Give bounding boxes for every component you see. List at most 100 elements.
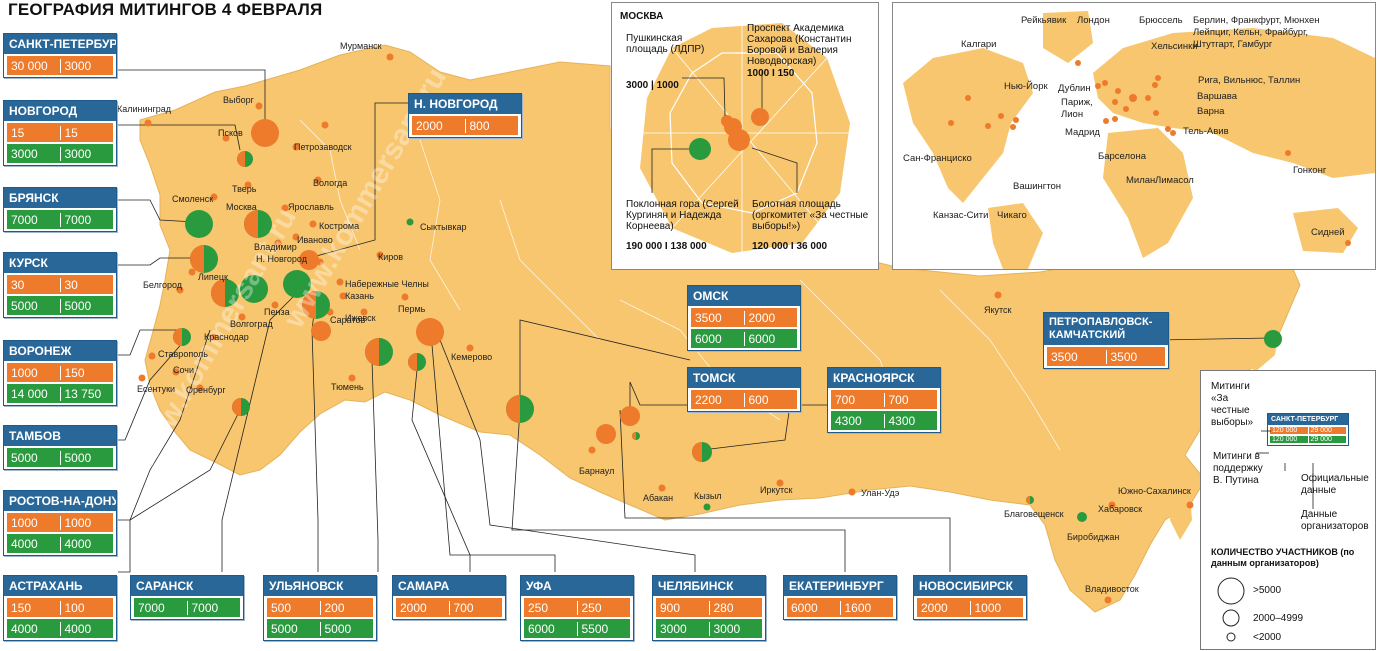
organizer-count: 600 xyxy=(743,392,798,407)
city-box: САМАРА 2000 700 xyxy=(392,575,506,620)
dot-syktyvkar xyxy=(406,218,414,226)
legend-label-1: Митинги «За честные выборы» xyxy=(1211,381,1254,428)
city-name: ТАМБОВ xyxy=(4,426,116,446)
city-label: Владивосток xyxy=(1085,584,1139,594)
city-name: ЕКАТЕРИНБУРГ xyxy=(784,576,896,596)
city-name: БРЯНСК xyxy=(4,188,116,208)
city-label: Волгоград xyxy=(230,319,273,329)
city-label: Выборг xyxy=(223,95,255,105)
city-label: Владимир xyxy=(254,242,297,252)
dot-warsaw xyxy=(1145,95,1151,101)
organizer-count: 15 xyxy=(59,125,114,140)
city-label: Южно-Сахалинск xyxy=(1118,486,1191,496)
city-label: Петрозаводск xyxy=(294,142,352,152)
city-name: ТОМСК xyxy=(688,368,800,388)
dot-barcelona xyxy=(1112,116,1118,122)
city-label: Белгород xyxy=(143,280,183,290)
city-box: КУРСК 30 30 5000 5000 xyxy=(3,252,117,318)
dot-abakan xyxy=(658,484,666,492)
dot-tver xyxy=(244,181,252,189)
organizer-count: 5000 xyxy=(59,298,114,313)
legend-size-2: 2000–4999 xyxy=(1253,613,1304,624)
official-count: 6000 xyxy=(528,621,555,636)
dot-tyumen xyxy=(466,344,474,352)
world-city-label: Калгари xyxy=(961,39,997,50)
official-count: 3500 xyxy=(695,310,722,325)
city-label: Псков xyxy=(218,128,243,138)
dot-saratov xyxy=(238,313,246,321)
city-label: Улан-Удэ xyxy=(861,488,900,498)
dot-novosibirsk xyxy=(596,424,616,444)
city-label: Пермь xyxy=(398,304,426,314)
city-box: ПЕТРОПАВЛОВСК-КАМЧАТСКИЙ 3500 3500 xyxy=(1043,312,1169,369)
city-label: Абакан xyxy=(643,493,673,503)
organizer-count: 700 xyxy=(883,392,938,407)
dot-kaliningrad xyxy=(144,119,152,127)
dot-belgorod xyxy=(176,286,184,294)
moscow-label-1: Пушкинская площадь (ЛДПР) xyxy=(626,33,705,55)
organizer-count: 3000 xyxy=(708,621,763,636)
dot-sanfrancisco xyxy=(948,120,954,126)
world-map xyxy=(893,3,1375,269)
organizer-count: 1600 xyxy=(839,600,894,615)
rally-putin-support-row: 6000 6000 xyxy=(691,329,797,348)
city-label: Сочи xyxy=(173,365,194,375)
world-city-label: Варна xyxy=(1197,106,1225,117)
legend-sample-o1: 120 000 xyxy=(1272,427,1298,434)
dot-berlin xyxy=(1129,94,1137,102)
city-label: Мурманск xyxy=(340,41,382,51)
small-dots xyxy=(138,53,1194,604)
legend-label-3: Официальные данные xyxy=(1301,473,1369,496)
city-label: Ижевск xyxy=(345,313,376,323)
rally-fair-elections-row: 2000 700 xyxy=(396,598,502,617)
organizer-count: 250 xyxy=(576,600,631,615)
city-box: ВОРОНЕЖ 1000 150 14 000 13 750 xyxy=(3,340,117,406)
dot-riga xyxy=(1152,82,1158,88)
official-count: 1000 xyxy=(11,365,38,380)
legend-lines xyxy=(1217,430,1314,642)
dot-washington xyxy=(1010,124,1016,130)
city-name: НОВОСИБИРСК xyxy=(914,576,1026,596)
city-label: Казань xyxy=(345,291,374,301)
city-box: ТАМБОВ 5000 5000 xyxy=(3,425,117,470)
moscow-label-3: Поклонная гора (Сергей Кургинян и Надежд… xyxy=(626,199,739,232)
city-label: Иваново xyxy=(297,235,333,245)
rally-fair-elections-row: 1000 1000 xyxy=(7,513,113,532)
city-box: САНКТ-ПЕТЕРБУРГ 30 000 3000 xyxy=(3,33,117,78)
city-label: Пенза xyxy=(264,307,290,317)
legend-sample-orange: 120 000 29 000 xyxy=(1270,427,1346,434)
official-count: 1000 xyxy=(11,515,38,530)
city-label: Якутск xyxy=(984,305,1012,315)
legend-sample-name: САНКТ-ПЕТЕРБУРГ xyxy=(1268,414,1348,425)
city-box: РОСТОВ-НА-ДОНУ 1000 1000 4000 4000 xyxy=(3,490,117,556)
dot-nnovgorod xyxy=(299,250,319,270)
dot-vladimir xyxy=(274,239,282,247)
dot-kirov xyxy=(376,251,384,259)
rally-fair-elections-row: 2000 1000 xyxy=(917,598,1023,617)
dot-penza xyxy=(271,301,279,309)
organizer-count: 3500 xyxy=(1105,349,1166,364)
city-label: Оренбург xyxy=(186,385,226,395)
city-box: ТОМСК 2200 600 xyxy=(687,367,801,412)
city-label: Благовещенск xyxy=(1004,509,1064,519)
world-city-label: Брюссель xyxy=(1139,15,1183,26)
city-box: УЛЬЯНОВСК 500 200 5000 5000 xyxy=(263,575,377,641)
official-count: 15 xyxy=(11,125,25,140)
city-name: ОМСК xyxy=(688,286,800,306)
organizer-count: 800 xyxy=(464,118,519,133)
city-label: Биробиджан xyxy=(1067,532,1119,542)
dot-barnaul xyxy=(588,446,596,454)
dot-newyork xyxy=(1013,117,1019,123)
organizer-count: 5000 xyxy=(59,450,114,465)
world-inset: Рейкьявик Лондон Брюссель Берлин, Франкфурт… xyxy=(892,2,1376,270)
official-count: 2000 xyxy=(921,600,948,615)
city-label: Смоленск xyxy=(172,194,213,204)
city-box: НОВГОРОД 15 15 3000 3000 xyxy=(3,100,117,166)
city-name: УЛЬЯНОВСК xyxy=(264,576,376,596)
city-label: Барнаул xyxy=(579,466,614,476)
dot-ekaterinburg xyxy=(416,318,444,346)
official-count: 3000 xyxy=(11,146,38,161)
legend-size-3: <2000 xyxy=(1253,632,1282,643)
rally-fair-elections-row: 2200 600 xyxy=(691,390,797,409)
city-label: Калининград xyxy=(117,104,172,114)
